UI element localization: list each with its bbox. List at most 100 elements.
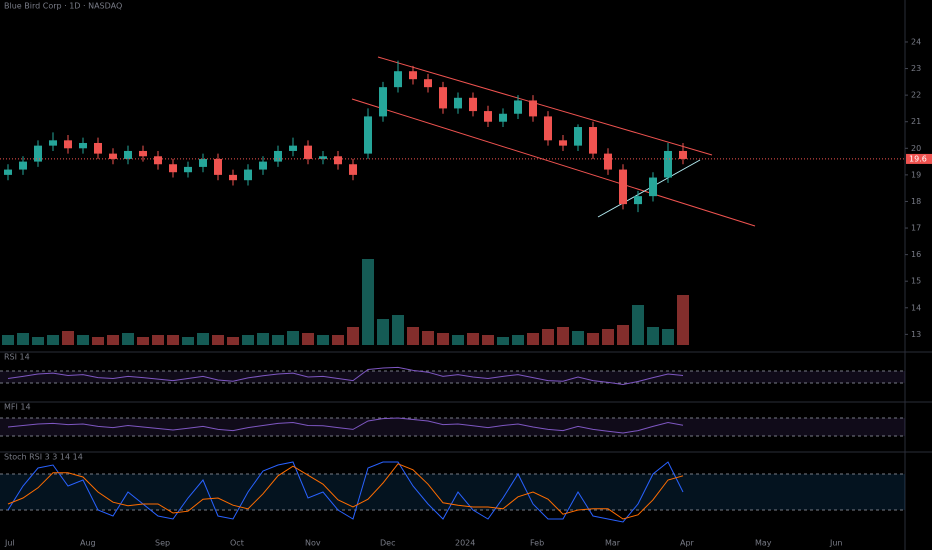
volume-bar (407, 327, 419, 345)
candle-body (634, 196, 642, 205)
candle-body (559, 140, 567, 146)
volume-bar (602, 329, 614, 345)
candle-body (94, 142, 102, 154)
volume-bar (212, 335, 224, 345)
x-tick-label: Oct (230, 539, 244, 548)
x-tick-label: Dec (380, 539, 395, 548)
volume-bar (107, 335, 119, 345)
candle-body (259, 161, 267, 170)
volume-bar (272, 335, 284, 345)
candle-body (454, 97, 462, 109)
candle-body (139, 150, 147, 157)
volume-bar (662, 329, 674, 345)
indicator-line (7, 417, 684, 434)
last-price-label: 19.6 (909, 154, 927, 163)
x-tick-label: Sep (155, 539, 170, 548)
x-tick-label: 2024 (455, 539, 475, 548)
y-tick-label: 24 (911, 37, 921, 46)
candle-body (349, 164, 357, 175)
candle-body (604, 153, 612, 170)
volume-bar (182, 337, 194, 345)
volume-bar (242, 335, 254, 345)
indicator-label: RSI 14 (4, 353, 30, 362)
candle-body (184, 166, 192, 173)
candle-body (214, 158, 222, 175)
volume-bar (92, 337, 104, 345)
trend-line (377, 56, 713, 156)
y-tick-label: 17 (911, 224, 921, 233)
x-tick-label: Aug (80, 539, 96, 548)
candle-body (319, 156, 327, 159)
volume-bar (197, 333, 209, 345)
x-tick-label: May (755, 539, 772, 548)
volume-bar (377, 319, 389, 345)
volume-bar (122, 333, 134, 345)
candle-body (304, 145, 312, 159)
volume-bar (227, 337, 239, 345)
candle-body (334, 156, 342, 165)
band-fill (0, 371, 905, 383)
candle-body (409, 71, 417, 80)
candle-body (154, 156, 162, 165)
candle-body (679, 150, 687, 159)
candle-body (4, 169, 12, 175)
candle-body (544, 116, 552, 141)
candle-body (424, 79, 432, 88)
volume-bar (467, 333, 479, 345)
candle-body (649, 177, 657, 197)
volume-bar (362, 259, 374, 345)
y-tick-label: 15 (911, 277, 921, 286)
volume-bar (512, 335, 524, 345)
y-tick-label: 18 (911, 197, 921, 206)
x-tick-label: Feb (530, 539, 544, 548)
volume-bar (62, 331, 74, 345)
volume-bar (167, 335, 179, 345)
y-tick-label: 23 (911, 64, 921, 73)
candle-body (589, 127, 597, 154)
trend-line (351, 98, 756, 227)
volume-bar (332, 335, 344, 345)
volume-bar (677, 295, 689, 345)
candle-body (289, 145, 297, 151)
volume-bar (587, 333, 599, 345)
volume-bar (32, 337, 44, 345)
volume-bar (437, 333, 449, 345)
indicator-line (7, 463, 684, 520)
candle-body (274, 150, 282, 162)
volume-bar (542, 329, 554, 345)
volume-bar (287, 331, 299, 345)
volume-bar (77, 335, 89, 345)
volume-bar (452, 335, 464, 345)
y-tick-label: 22 (911, 91, 921, 100)
candle-body (169, 164, 177, 173)
volume-bar (302, 333, 314, 345)
chart-title: Blue Bird Corp · 1D · NASDAQ (4, 2, 122, 11)
last-price-box (906, 153, 932, 164)
candle-body (244, 169, 252, 181)
candle-body (619, 169, 627, 205)
band-fill (0, 418, 905, 436)
candle-body (379, 87, 387, 117)
candle-body (19, 161, 27, 170)
x-tick-label: Mar (605, 539, 621, 548)
volume-bar (647, 327, 659, 345)
indicator-line (7, 366, 684, 386)
indicator-label: Stoch RSI 3 3 14 14 (4, 453, 83, 462)
volume-bar (557, 327, 569, 345)
y-tick-label: 19 (911, 170, 921, 179)
candle-body (229, 174, 237, 181)
volume-bar (482, 335, 494, 345)
candle-body (514, 100, 522, 114)
x-tick-label: Jul (4, 539, 15, 548)
volume-bar (257, 333, 269, 345)
y-tick-label: 13 (911, 330, 921, 339)
volume-bar (422, 331, 434, 345)
volume-bar (317, 335, 329, 345)
volume-bar (527, 333, 539, 345)
candle-body (664, 150, 672, 178)
indicator-label: MFI 14 (4, 403, 31, 412)
volume-bar (2, 335, 14, 345)
y-tick-label: 16 (911, 250, 921, 259)
candle-body (439, 87, 447, 109)
candle-body (34, 145, 42, 162)
